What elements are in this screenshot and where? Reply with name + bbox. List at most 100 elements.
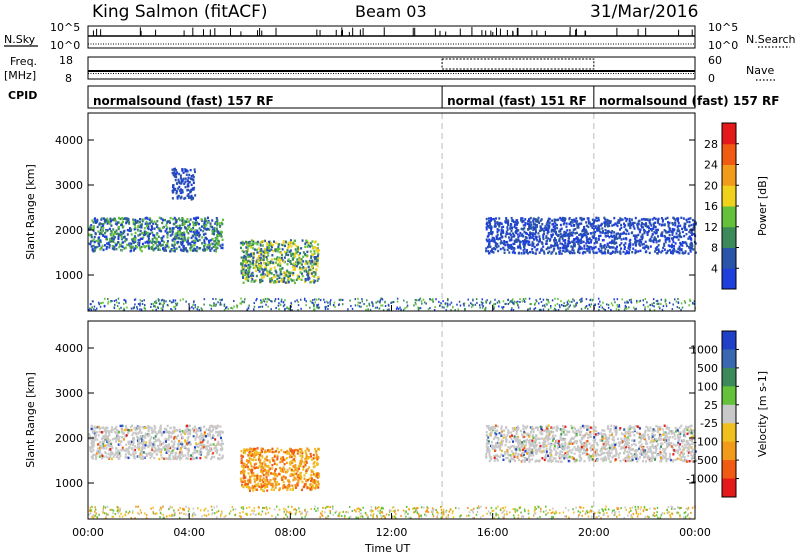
scatter-cell [535, 300, 538, 303]
scatter-cell [594, 238, 597, 241]
scatter-cell [261, 268, 264, 271]
scatter-cell [92, 221, 95, 224]
scatter-cell [349, 299, 351, 302]
scatter-cell [580, 307, 583, 310]
scatter-cell [690, 231, 693, 234]
scatter-cell [591, 222, 594, 226]
scatter-cell [501, 306, 503, 309]
scatter-cell [532, 228, 535, 232]
scatter-cell [472, 304, 474, 307]
scatter-cell [619, 247, 622, 250]
scatter-cell [117, 443, 120, 446]
scatter-cell [244, 271, 247, 275]
scatter-cell [210, 242, 213, 246]
scatter-cell [550, 245, 553, 249]
scatter-cell [534, 223, 537, 226]
scatter-cell [252, 263, 255, 266]
scatter-cell [615, 515, 618, 518]
scatter-cell [637, 250, 640, 253]
scatter-cell [638, 239, 641, 242]
scatter-cell [253, 280, 256, 283]
scatter-cell [139, 442, 142, 445]
scatter-cell [152, 240, 155, 243]
scatter-cell [248, 271, 251, 274]
scatter-cell [289, 239, 292, 242]
scatter-cell [647, 230, 650, 234]
scatter-cell [500, 226, 503, 229]
scatter-cell [249, 274, 252, 277]
scatter-cell [148, 441, 151, 445]
scatter-cell [654, 507, 656, 510]
scatter-cell [89, 449, 92, 452]
scatter-cell [91, 300, 94, 303]
scatter-cell [517, 306, 520, 309]
scatter-cell [198, 227, 201, 230]
scatter-cell [503, 509, 505, 512]
scatter-cell [493, 516, 496, 519]
scatter-cell [280, 298, 283, 301]
scatter-cell [171, 191, 174, 194]
scatter-cell [377, 510, 379, 513]
scatter-cell [203, 439, 206, 442]
scatter-cell [415, 507, 418, 510]
scatter-cell [540, 509, 542, 512]
scatter-cell [573, 239, 576, 242]
scatter-cell [249, 242, 252, 245]
scatter-cell [544, 305, 546, 308]
scatter-cell [260, 262, 263, 265]
scatter-cell [357, 516, 359, 519]
scatter-cell [573, 218, 576, 222]
scatter-cell [174, 302, 177, 305]
scatter-cell [88, 446, 91, 449]
scatter-cell [293, 508, 295, 511]
scatter-cell [304, 267, 307, 270]
scatter-cell [126, 243, 129, 247]
scatter-cell [615, 308, 618, 311]
scatter-cell [199, 429, 202, 432]
scatter-cell [185, 168, 188, 172]
scatter-cell [174, 453, 177, 457]
scatter-cell [151, 445, 154, 448]
scatter-cell [294, 252, 297, 255]
scatter-cell [608, 230, 611, 234]
scatter-cell [542, 236, 545, 239]
scatter-cell [239, 511, 241, 514]
scatter-cell [687, 513, 690, 516]
scatter-cell [175, 429, 178, 432]
scatter-cell [217, 239, 220, 243]
scatter-cell [119, 509, 122, 512]
scatter-cell [299, 252, 302, 255]
scatter-cell [679, 235, 682, 238]
scatter-cell [266, 243, 269, 247]
scatter-cell [572, 244, 575, 247]
scatter-cell [247, 255, 250, 259]
scatter-cell [125, 427, 128, 430]
scatter-cell [270, 258, 273, 261]
scatter-cell [125, 220, 128, 223]
scatter-cell [559, 306, 561, 309]
scatter-cell [109, 217, 112, 221]
scatter-cell [562, 249, 565, 252]
scatter-cell [99, 302, 102, 305]
scatter-cell [159, 244, 162, 247]
scatter-cell [573, 304, 575, 307]
scatter-cell [107, 300, 110, 303]
scatter-cell [657, 221, 660, 224]
scatter-cell [171, 308, 173, 311]
scatter-cell [657, 302, 660, 305]
scatter-cell [410, 516, 412, 519]
scatter-cell [118, 221, 121, 224]
scatter-cell [228, 512, 231, 515]
scatter-cell [646, 225, 649, 229]
scatter-cell [308, 277, 311, 280]
scatter-cell [203, 444, 206, 447]
scatter-cell [100, 232, 103, 236]
scatter-cell [173, 305, 175, 308]
scatter-cell [290, 512, 293, 515]
scatter-cell [502, 231, 505, 234]
scatter-cell [566, 245, 569, 248]
scatter-cell [166, 236, 169, 239]
nsky-top-tick: 10^5 [50, 21, 80, 34]
scatter-cell [491, 231, 494, 235]
scatter-cell [265, 262, 268, 265]
